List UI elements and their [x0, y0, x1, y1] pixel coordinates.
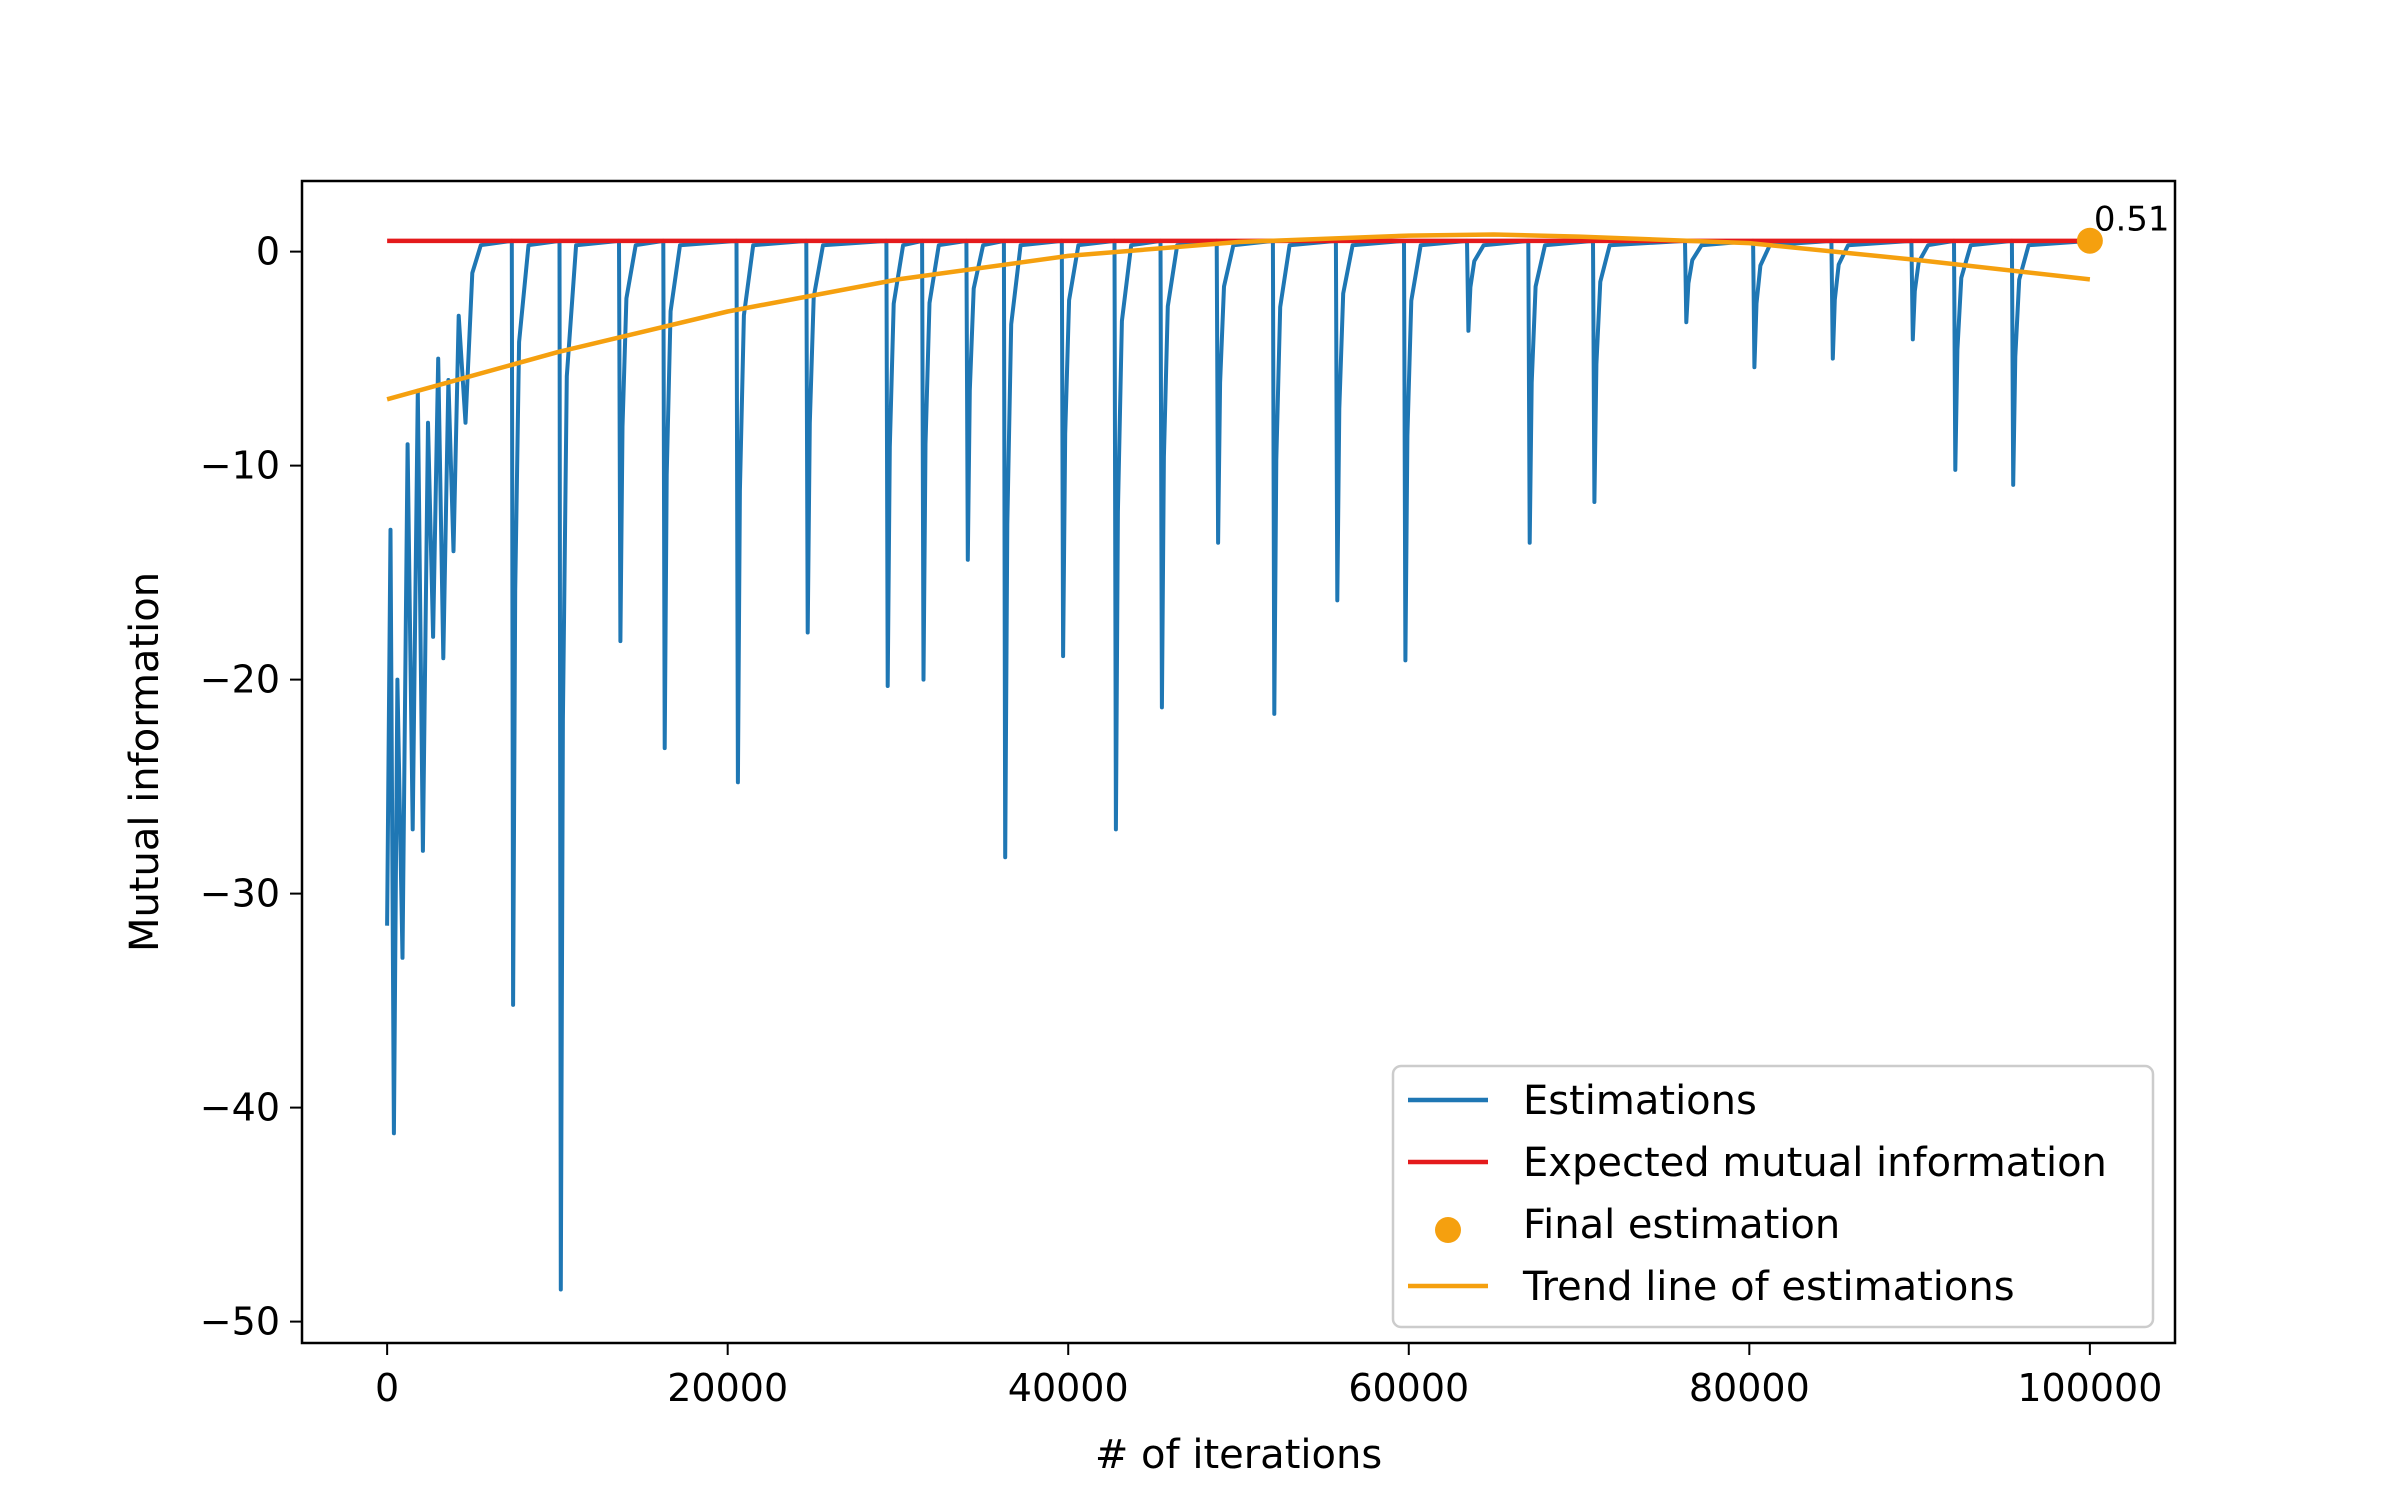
y-tick-label: −40	[200, 1086, 280, 1130]
estimations-line	[385, 238, 2091, 1292]
legend-entry-label: Trend line of estimations	[1522, 1264, 2015, 1310]
x-tick-label: 80000	[1689, 1366, 1810, 1410]
legend: Estimations Expected mutual information Fi…	[1391, 1064, 2155, 1329]
x-tick-label: 20000	[667, 1366, 788, 1410]
legend-entry-label: Estimations	[1523, 1078, 1757, 1124]
y-tick-label: −20	[200, 658, 280, 702]
axes-frame	[300, 179, 2177, 1345]
legend-marker-point	[1435, 1217, 1461, 1243]
final-estimation-point	[2076, 227, 2103, 254]
x-tick-label: 0	[375, 1366, 399, 1410]
y-tick-label: 0	[256, 230, 280, 274]
x-axis-title: # of iterations	[1095, 1432, 1382, 1478]
y-axis: 0 −10 −20 −30 −40 −50	[200, 230, 302, 1344]
plot-area	[300, 179, 2177, 1345]
legend-box	[1391, 1064, 2155, 1329]
x-axis: 0 20000 40000 60000 80000 100000	[375, 1343, 2162, 1410]
y-axis-title: Mutual information	[122, 572, 168, 952]
legend-entry-label: Expected mutual information	[1523, 1140, 2107, 1186]
x-tick-label: 100000	[2017, 1366, 2162, 1410]
x-tick-label: 60000	[1348, 1366, 1469, 1410]
y-tick-label: −30	[200, 872, 280, 916]
x-tick-label: 40000	[1008, 1366, 1129, 1410]
y-tick-label: −50	[200, 1300, 280, 1344]
final-estimation-label: 0.51	[2094, 200, 2170, 240]
trend-line	[386, 232, 2091, 402]
series-layer	[385, 232, 2091, 1292]
legend-entry-label: Final estimation	[1523, 1202, 1840, 1248]
y-tick-label: −10	[200, 444, 280, 488]
